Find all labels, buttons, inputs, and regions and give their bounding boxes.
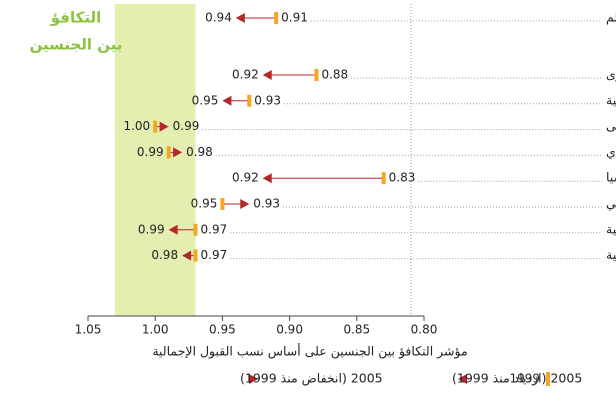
category-label: أوروبا الوسطى والشرقية — [606, 246, 616, 263]
category-label: أفريقيا جنوب الصحراء الكبرى — [606, 66, 616, 83]
marker-2005 — [235, 13, 245, 23]
category-label: جنوب وغرب آسيا — [606, 170, 616, 186]
marker-2005 — [240, 199, 250, 209]
marker-2005 — [222, 95, 232, 106]
value-label: 0.91 — [281, 11, 308, 25]
marker-2005 — [159, 121, 169, 132]
value-label: 0.95 — [191, 197, 218, 211]
x-tick-label: 1.00 — [142, 323, 169, 337]
value-label: 0.92 — [232, 68, 259, 82]
category-label: أمريكا الشمالية وأوروبا الغربية — [606, 220, 616, 237]
marker-1999 — [193, 223, 198, 236]
marker-1999 — [166, 146, 171, 159]
legend-swatch — [546, 372, 550, 386]
legend-label: 1999 — [509, 372, 540, 386]
legend-swatch — [249, 374, 258, 384]
category-label: العالم — [606, 10, 616, 26]
marker-2005 — [262, 173, 272, 184]
value-label: 0.99 — [173, 119, 200, 133]
marker-1999 — [247, 94, 252, 107]
category-label: الدول العربية — [606, 92, 616, 108]
value-label: 0.98 — [151, 248, 178, 262]
marker-2005 — [173, 147, 183, 158]
legend-label: 2005 (ازدياد منذ 1999) — [452, 371, 582, 387]
parity-label: التكافؤ — [50, 9, 101, 27]
marker-1999 — [274, 12, 279, 24]
category-label: شرق آسيا والمحيط الهادي — [606, 144, 616, 160]
value-label: 0.92 — [232, 171, 259, 185]
value-label: 0.99 — [137, 145, 164, 159]
x-axis-label: مؤشر التكافؤ بين الجنسين على أساس نسب ال… — [152, 343, 467, 360]
value-label: 0.83 — [389, 171, 416, 185]
value-label: 0.99 — [138, 222, 165, 236]
value-label: 0.95 — [192, 93, 219, 107]
x-tick-label: 1.05 — [75, 323, 102, 337]
value-label: 0.97 — [201, 248, 228, 262]
marker-1999 — [193, 249, 198, 262]
parity-band — [114, 4, 196, 316]
x-tick-label: 0.90 — [276, 323, 303, 337]
value-label: 0.93 — [253, 197, 280, 211]
x-tick-label: 0.80 — [411, 323, 438, 337]
marker-2005 — [182, 250, 192, 261]
value-label: 0.93 — [254, 93, 281, 107]
marker-1999 — [381, 172, 386, 185]
marker-1999 — [153, 120, 158, 133]
value-label: 0.88 — [321, 68, 348, 82]
category-label: آسيا الوسطى — [606, 118, 616, 134]
legend-swatch — [458, 374, 467, 384]
marker-2005 — [168, 224, 178, 235]
marker-1999 — [220, 198, 225, 210]
marker-1999 — [314, 69, 319, 81]
x-tick-label: 0.95 — [209, 323, 236, 337]
parity-label: بين الجنسين — [29, 36, 122, 54]
legend-label: 2005 (انخفاض منذ 1999) — [240, 371, 383, 387]
marker-2005 — [262, 70, 272, 80]
value-label: 0.94 — [205, 11, 232, 25]
category-label: أمريكا اللاتينية والكاريبي — [606, 195, 616, 212]
value-label: 1.00 — [123, 119, 150, 133]
x-tick-label: 0.85 — [343, 323, 370, 337]
value-label: 0.97 — [201, 222, 228, 236]
value-label: 0.98 — [186, 145, 213, 159]
